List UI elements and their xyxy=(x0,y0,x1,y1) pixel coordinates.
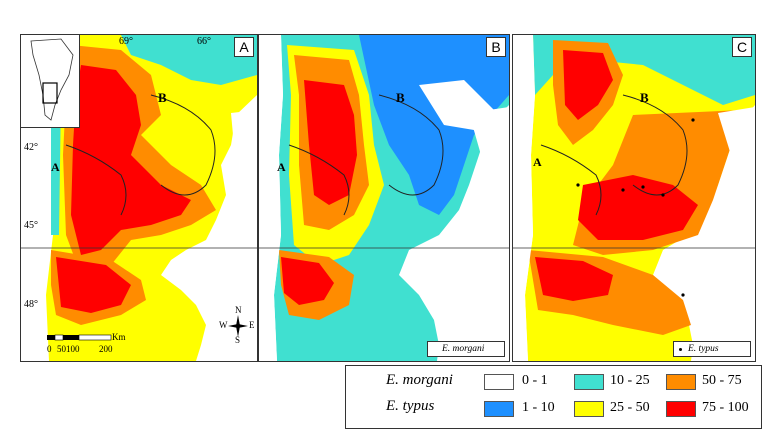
compass-rose: N S W E xyxy=(219,305,255,345)
inset-locator-svg xyxy=(30,38,74,121)
legend-label-1: 1 - 10 xyxy=(522,400,555,415)
panel-letter-b: B xyxy=(486,37,506,57)
region-label-b: B xyxy=(158,90,167,105)
legend-swatch-3 xyxy=(574,401,604,417)
map-c-svg xyxy=(513,35,755,361)
compass-n: N xyxy=(235,305,242,315)
legend-label-4: 50 - 75 xyxy=(702,373,742,388)
lon-tick-69: 69° xyxy=(119,36,133,47)
legend-species-1: E. morgani xyxy=(386,372,453,388)
lat-tick-48: 48° xyxy=(24,299,38,310)
lat-tick-42: 42° xyxy=(24,142,38,153)
species-label-box: E. morgani xyxy=(427,341,505,357)
region-label-a: A xyxy=(533,155,542,169)
scale-bar-svg xyxy=(47,334,112,341)
compass-s: S xyxy=(235,335,241,345)
map-panel-a: A 69° 66° 42° 45° 48° A B Km 0 50100 200… xyxy=(20,34,258,362)
map-panel-b: B A B E. morgani xyxy=(258,34,510,362)
scale-unit: Km xyxy=(112,332,126,342)
map-b-svg xyxy=(259,35,509,361)
legend-label-0: 0 - 1 xyxy=(522,373,548,388)
map-panel-c: C A B E. typus xyxy=(512,34,756,362)
compass-e: E xyxy=(249,320,255,330)
region-label-a: A xyxy=(51,160,60,174)
compass-icon xyxy=(228,315,248,337)
scale-bar: Km 0 50100 200 xyxy=(47,332,135,357)
region-label-b: B xyxy=(396,90,405,105)
inset-locator-map xyxy=(21,35,80,128)
legend-label-2: 10 - 25 xyxy=(610,373,650,388)
panel-letter-c: C xyxy=(732,37,752,57)
region-label-b: B xyxy=(640,90,649,105)
legend-swatch-0 xyxy=(484,374,514,390)
legend-species-2: E. typus xyxy=(386,398,435,414)
legend-swatch-1 xyxy=(484,401,514,417)
legend-swatch-5 xyxy=(666,401,696,417)
region-label-a: A xyxy=(277,160,286,174)
lon-tick-66: 66° xyxy=(197,36,211,47)
legend-swatch-4 xyxy=(666,374,696,390)
scale-label-mid: 50100 xyxy=(57,344,80,354)
lat-tick-45: 45° xyxy=(24,220,38,231)
compass-w: W xyxy=(219,320,228,330)
species-label: E. typus xyxy=(688,344,719,354)
legend-label-5: 75 - 100 xyxy=(702,400,749,415)
legend: E. morgani E. typus 0 - 1 1 - 10 10 - 25… xyxy=(345,365,762,429)
point-marker-icon xyxy=(679,348,682,351)
map-a-svg xyxy=(21,35,257,361)
legend-swatch-2 xyxy=(574,374,604,390)
panel-letter-a: A xyxy=(234,37,254,57)
species-label-box: E. typus xyxy=(673,341,751,357)
scale-label-0: 0 xyxy=(47,344,52,354)
scale-label-200: 200 xyxy=(99,344,113,354)
legend-label-3: 25 - 50 xyxy=(610,400,650,415)
